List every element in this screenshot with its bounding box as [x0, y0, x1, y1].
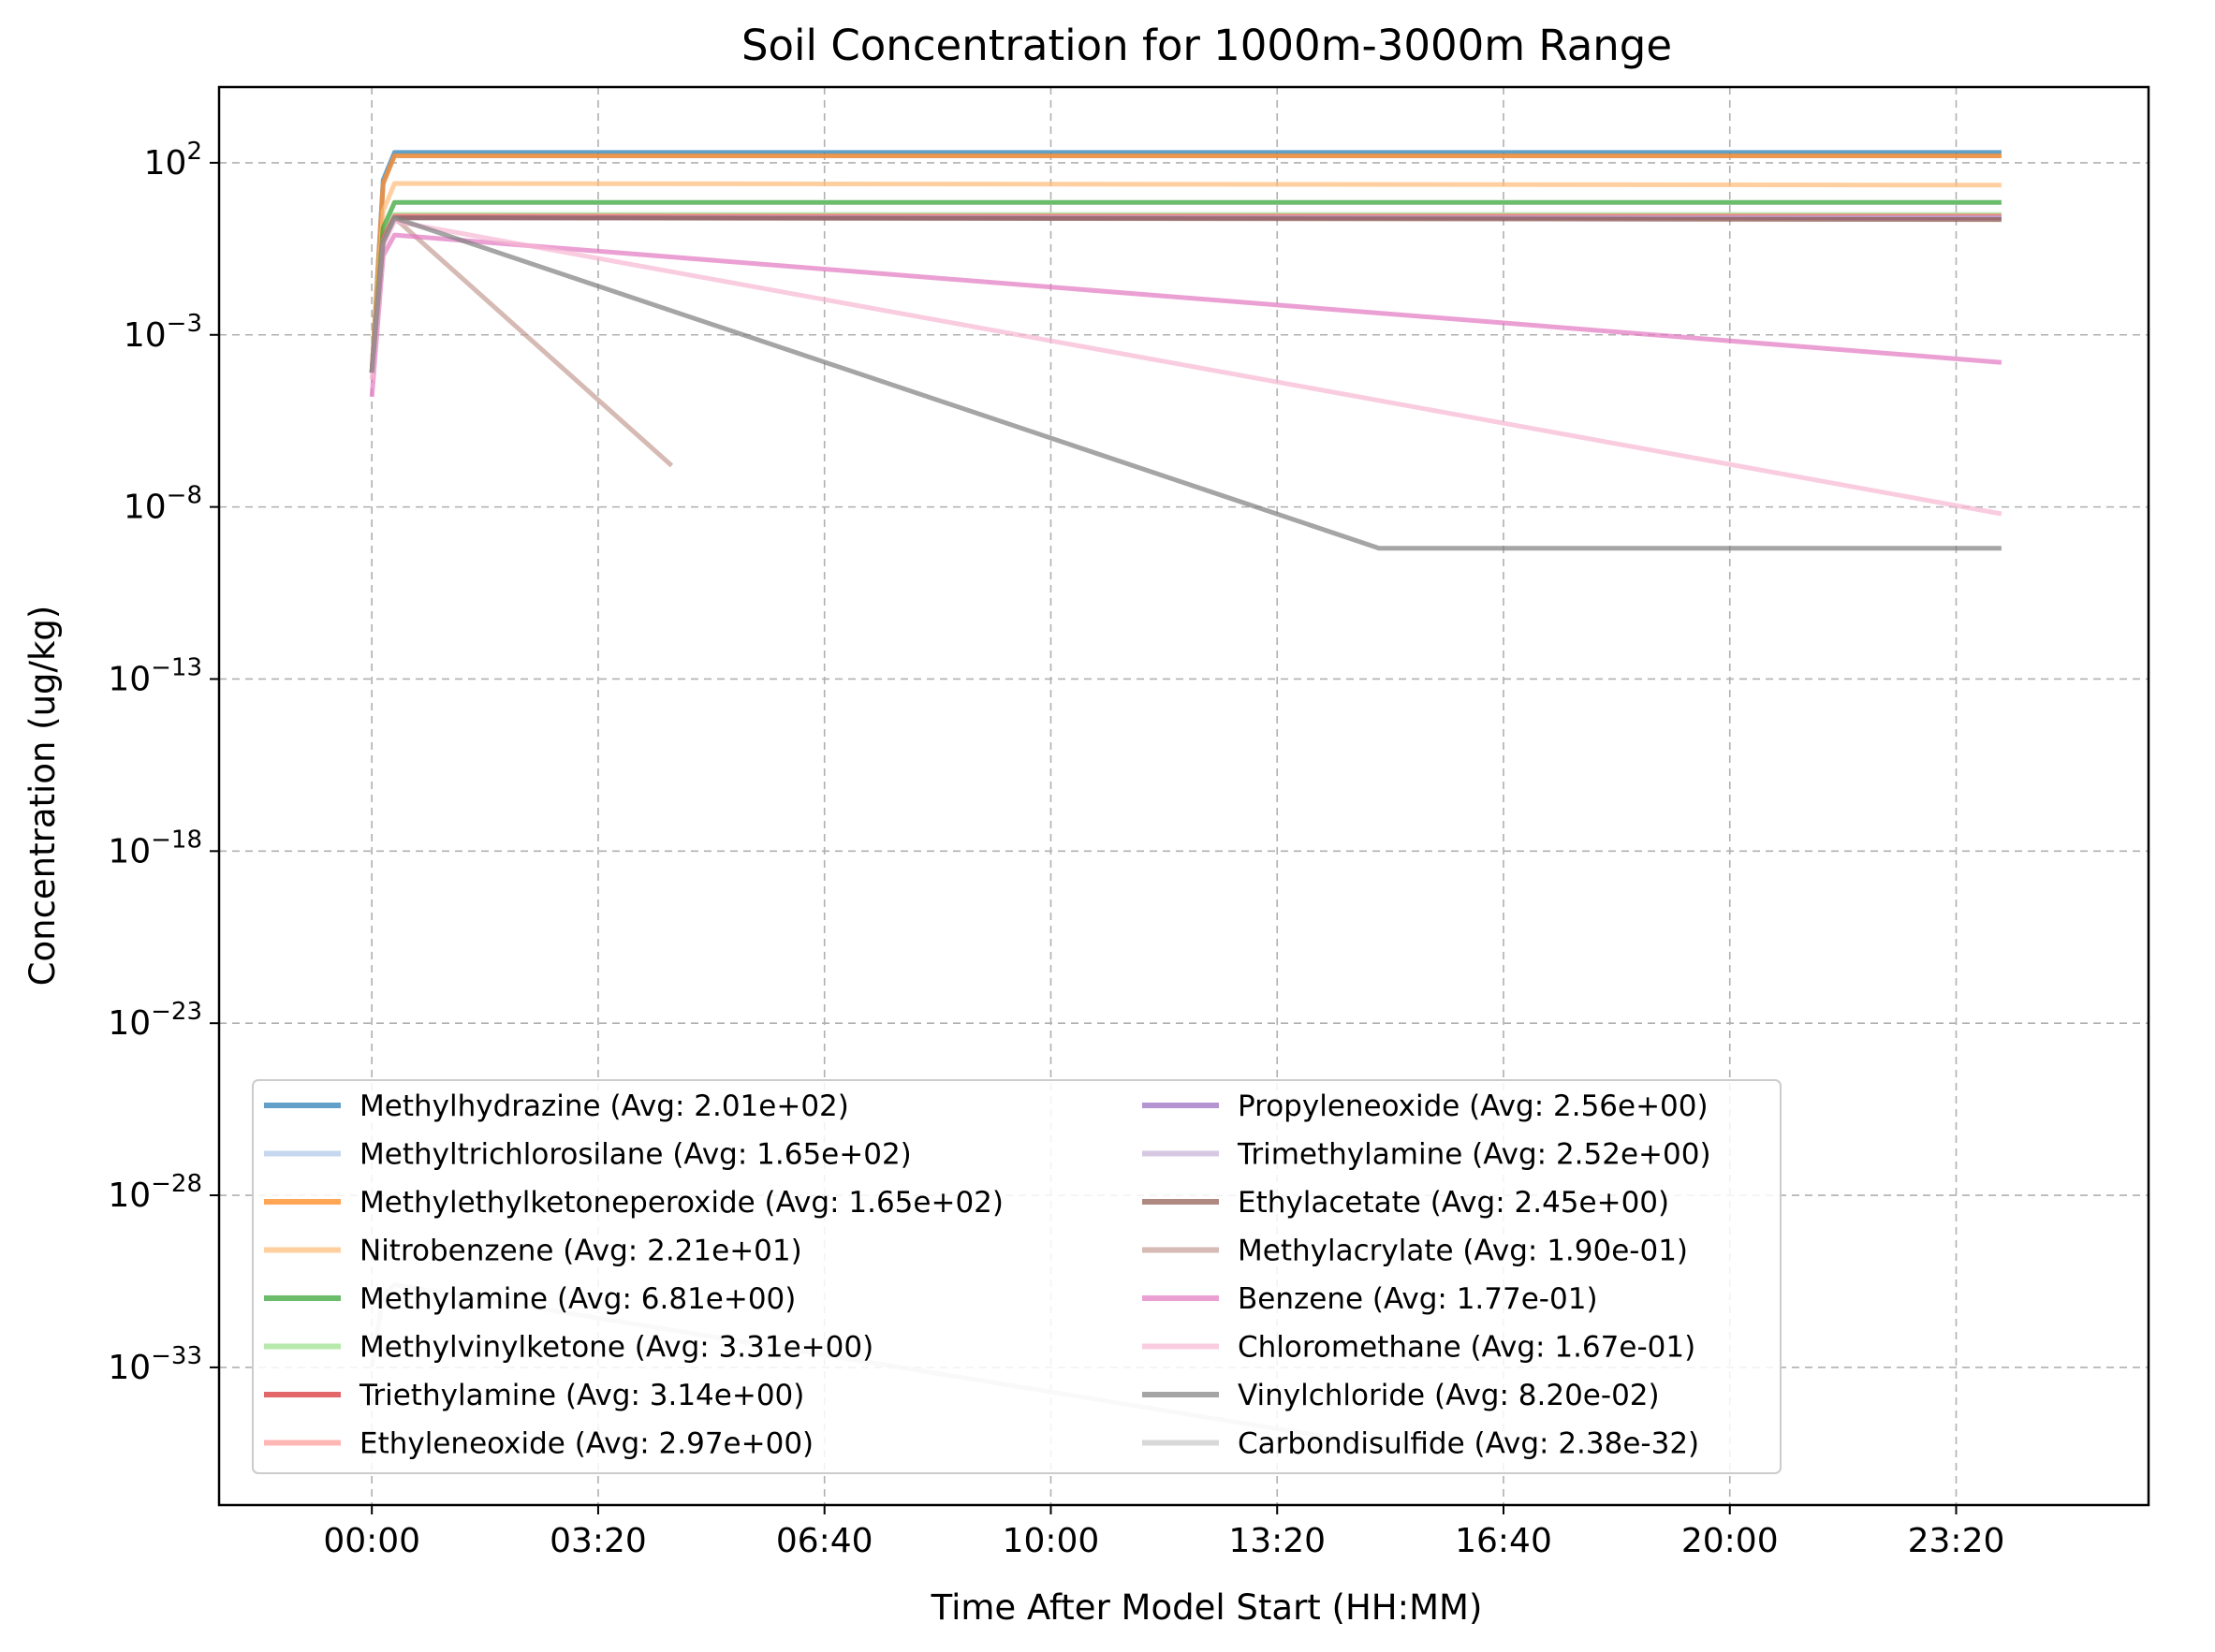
y-tick-exponent: −18 — [151, 826, 202, 854]
plot-frame — [217, 85, 2150, 1507]
legend-entry: Triethylamine (Avg: 3.14e+00) — [359, 1379, 804, 1412]
legend-entry: Methylvinylketone (Avg: 3.31e+00) — [359, 1331, 873, 1365]
legend-entry: Propyleneoxide (Avg: 2.56e+00) — [1238, 1089, 1709, 1123]
y-tick-label: 10−3 — [124, 310, 202, 355]
y-tick-exponent: −3 — [167, 310, 202, 338]
legend-entry: Methyltrichlorosilane (Avg: 1.65e+02) — [359, 1138, 912, 1172]
legend-entry: Trimethylamine (Avg: 2.52e+00) — [1237, 1138, 1711, 1172]
x-tick-label: 06:40 — [776, 1522, 873, 1560]
y-tick-exponent: −23 — [151, 998, 202, 1026]
y-tick-label: 102 — [144, 138, 202, 183]
y-tick-base: 10 — [144, 144, 187, 183]
series-line-methyltrichlorosilane — [369, 154, 2002, 373]
y-tick-exponent: −13 — [151, 653, 202, 681]
x-tick-label: 23:20 — [1908, 1522, 2005, 1560]
y-tick-base: 10 — [108, 1177, 151, 1215]
legend-entry: Nitrobenzene (Avg: 2.21e+01) — [359, 1235, 802, 1268]
series-line-vinylchloride — [369, 215, 2002, 551]
x-tick-label: 20:00 — [1681, 1522, 1779, 1560]
x-axis-ticks: 00:00 03:20 06:40 10:00 13:20 16:40 20:00 23:20 — [323, 1505, 2004, 1560]
y-tick-exponent: 2 — [186, 138, 202, 166]
y-tick-base: 10 — [108, 832, 151, 870]
series-line-ethylacetate — [369, 215, 2002, 373]
chart-title: Soil Concentration for 1000m-3000m Range — [741, 21, 1672, 70]
y-tick-base: 10 — [108, 1004, 151, 1043]
x-tick-label: 00:00 — [323, 1522, 420, 1560]
series-layer — [369, 150, 2002, 1439]
legend: Methylhydrazine (Avg: 2.01e+02) Methyltri… — [252, 1079, 1782, 1474]
y-tick-exponent: −33 — [151, 1342, 202, 1370]
y-tick-label: 10−28 — [108, 1170, 202, 1215]
series-line-trimethylamine — [369, 215, 2002, 373]
y-tick-label: 10−13 — [108, 653, 202, 698]
legend-entry: Benzene (Avg: 1.77e-01) — [1238, 1282, 1598, 1316]
y-tick-base: 10 — [108, 1349, 151, 1387]
y-tick-base: 10 — [124, 316, 167, 355]
legend-entry: Methylamine (Avg: 6.81e+00) — [359, 1282, 796, 1316]
x-tick-label: 16:40 — [1455, 1522, 1552, 1560]
y-tick-label: 10−18 — [108, 826, 202, 870]
y-tick-label: 10−8 — [124, 482, 202, 527]
x-tick-label: 10:00 — [1003, 1522, 1100, 1560]
x-tick-label: 03:20 — [550, 1522, 647, 1560]
legend-entry: Carbondisulfide (Avg: 2.38e-32) — [1238, 1427, 1699, 1461]
series-line-methylamine — [369, 199, 2002, 373]
y-axis-label: Concentration (ug/kg) — [22, 606, 63, 987]
x-axis-label: Time After Model Start (HH:MM) — [931, 1587, 1483, 1628]
series-line-methylethylketoneperoxide — [369, 154, 2002, 373]
y-tick-base: 10 — [124, 489, 167, 527]
y-tick-exponent: −28 — [151, 1170, 202, 1198]
x-tick-label: 13:20 — [1228, 1522, 1326, 1560]
legend-entry: Methylhydrazine (Avg: 2.01e+02) — [359, 1089, 849, 1123]
y-tick-label: 10−33 — [108, 1342, 202, 1387]
legend-entry: Methylacrylate (Avg: 1.90e-01) — [1238, 1235, 1688, 1268]
legend-box — [252, 1079, 1782, 1474]
y-tick-label: 10−23 — [108, 998, 202, 1043]
series-line-propyleneoxide — [369, 215, 2002, 373]
y-tick-exponent: −8 — [167, 482, 202, 510]
legend-entry: Chloromethane (Avg: 1.67e-01) — [1238, 1331, 1695, 1365]
legend-entry: Methylethylketoneperoxide (Avg: 1.65e+02… — [359, 1186, 1004, 1220]
y-tick-base: 10 — [108, 660, 151, 698]
legend-entry: Vinylchloride (Avg: 8.20e-02) — [1238, 1379, 1660, 1412]
legend-entry: Ethylacetate (Avg: 2.45e+00) — [1238, 1186, 1669, 1220]
legend-entry: Ethyleneoxide (Avg: 2.97e+00) — [359, 1427, 814, 1461]
series-line-chloromethane — [369, 218, 2002, 517]
